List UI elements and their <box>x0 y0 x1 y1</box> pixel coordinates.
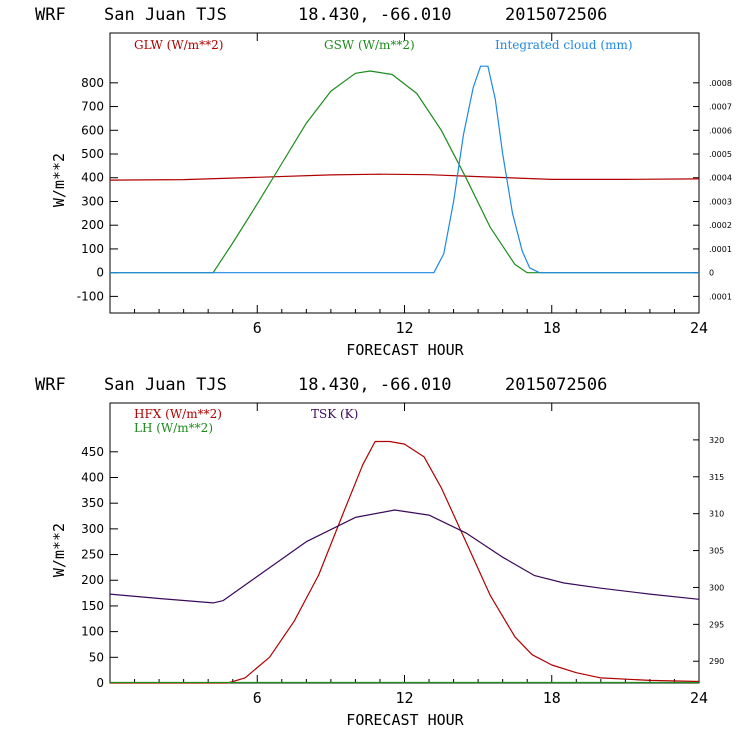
top-series-glw <box>109 173 700 181</box>
bottom-x-tick-label: 12 <box>395 689 413 707</box>
bottom-y2-tick-label: 315 <box>709 473 724 482</box>
top-y2-tick-label: .0001 <box>709 245 732 254</box>
top-y-tick-label: 600 <box>81 123 104 137</box>
bottom-title-date: 2015072506 <box>505 375 607 395</box>
top-y-tick-label: 400 <box>81 171 104 185</box>
top-x-axis-label: FORECAST HOUR <box>346 341 464 359</box>
top-y2-tick-label: .0005 <box>709 150 732 159</box>
bottom-title-station: San Juan TJS <box>104 375 227 395</box>
bottom-legend-tsk: TSK (K) <box>311 407 358 421</box>
bottom-y2-tick-label: 295 <box>709 620 724 629</box>
top-y-tick-label: 700 <box>81 100 104 114</box>
top-y2-tick-label: .0006 <box>709 126 732 135</box>
bottom-series-tsk <box>109 509 700 604</box>
top-legend-glw: GLW (W/m**2) <box>134 38 223 52</box>
top-y-tick-label: 100 <box>81 242 104 256</box>
top-title-date: 2015072506 <box>505 5 607 25</box>
bottom-y-tick-label: 350 <box>81 496 104 510</box>
bottom-plot-frame <box>109 402 700 684</box>
top-x-tick-label: 18 <box>543 319 561 337</box>
bottom-chart-marks: 6 12 18 24 0 50 100 150 200 250 300 350 400 450 290 295… <box>81 403 724 707</box>
bottom-legend-hfx: HFX (W/m**2) <box>134 407 222 421</box>
top-title-coords: 18.430, -66.010 <box>298 5 452 25</box>
top-legend-cloud: Integrated cloud (mm) <box>495 38 633 52</box>
bottom-y-tick-label: 300 <box>81 522 104 536</box>
bottom-y-tick-label: 100 <box>81 625 104 639</box>
bottom-x-axis-label: FORECAST HOUR <box>346 711 464 729</box>
top-chart: WRF San Juan TJS 18.430, -66.010 2015072… <box>35 5 732 359</box>
top-x-tick-label: 24 <box>690 319 708 337</box>
bottom-x-tick-label: 6 <box>253 689 262 707</box>
bottom-title-coords: 18.430, -66.010 <box>298 375 452 395</box>
top-y-tick-label: 0 <box>96 266 104 280</box>
top-y2-tick-label: .0004 <box>709 174 732 183</box>
bottom-y-tick-label: 200 <box>81 573 104 587</box>
top-x-tick-label: 6 <box>253 319 262 337</box>
top-y2-tick-label: .0001 <box>709 292 732 301</box>
top-y-tick-label: 300 <box>81 194 104 208</box>
bottom-x-tick-label: 18 <box>543 689 561 707</box>
top-series-integrated <box>110 65 699 274</box>
bottom-y-tick-label: 150 <box>81 599 104 613</box>
bottom-series-hfx <box>110 440 700 684</box>
top-y2-tick-label: .0007 <box>709 103 732 112</box>
top-plot-frame <box>109 32 700 314</box>
bottom-y2-tick-label: 300 <box>709 583 724 592</box>
bottom-y-tick-label: 50 <box>89 650 104 664</box>
top-y2-tick-label: .0003 <box>709 197 732 206</box>
bottom-y-tick-label: 400 <box>81 470 104 484</box>
top-y-axis-label: W/m**2 <box>50 153 68 207</box>
top-y2-tick-label: .0008 <box>709 79 732 88</box>
top-series-gsw <box>110 70 699 274</box>
bottom-x-tick-label: 24 <box>690 689 708 707</box>
bottom-legend-lh: LH (W/m**2) <box>134 421 213 435</box>
top-y-tick-label: -100 <box>77 289 104 303</box>
top-title-station: San Juan TJS <box>104 5 227 25</box>
bottom-y2-tick-label: 290 <box>709 657 724 666</box>
bottom-chart: WRF San Juan TJS 18.430, -66.010 2015072… <box>35 375 724 729</box>
bottom-y2-tick-label: 320 <box>709 436 724 445</box>
bottom-y-tick-label: 250 <box>81 548 104 562</box>
bottom-y-axis-label: W/m**2 <box>50 523 68 577</box>
bottom-y-tick-label: 0 <box>96 676 104 690</box>
bottom-y2-tick-label: 305 <box>709 547 724 556</box>
top-y-tick-label: 800 <box>81 76 104 90</box>
top-y2-tick-label: 0 <box>709 269 714 278</box>
top-y-tick-label: 500 <box>81 147 104 161</box>
top-x-tick-label: 12 <box>395 319 413 337</box>
top-chart-marks: 6 12 18 24 -100 0 100 200 300 400 500 600 700 800 .000… <box>77 33 732 337</box>
bottom-title-model: WRF <box>35 375 66 395</box>
top-legend-gsw: GSW (W/m**2) <box>324 38 415 52</box>
bottom-y-tick-label: 450 <box>81 445 104 459</box>
top-y-tick-label: 200 <box>81 218 104 232</box>
top-y2-tick-label: .0002 <box>709 221 732 230</box>
top-title-model: WRF <box>35 5 66 25</box>
bottom-y2-tick-label: 310 <box>709 510 724 519</box>
